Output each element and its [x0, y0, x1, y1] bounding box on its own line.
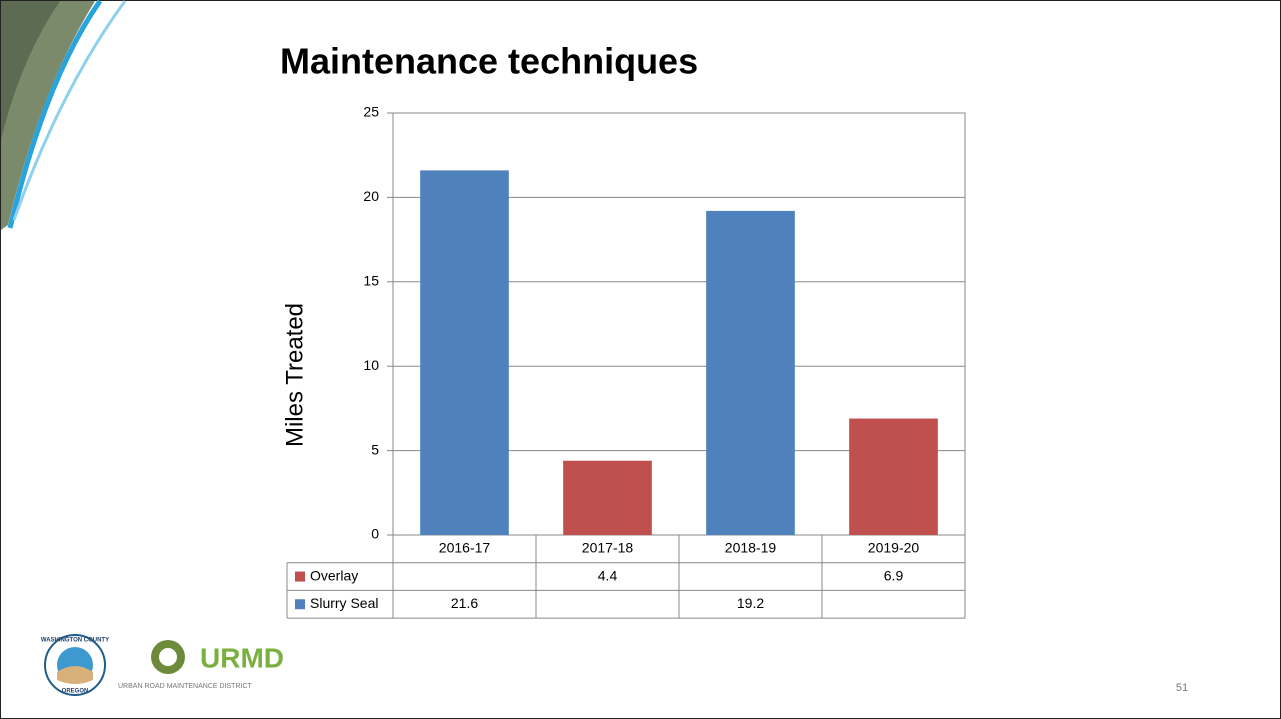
y-tick-label: 0 — [371, 526, 379, 542]
urmd-emblem-center — [159, 648, 177, 666]
x-tick-label: 2016-17 — [439, 540, 491, 556]
page: Maintenance techniques Miles Treated WAS… — [0, 0, 1281, 719]
logo-subtitle: URBAN ROAD MAINTENANCE DISTRICT — [118, 683, 253, 690]
x-tick-label: 2017-18 — [582, 540, 634, 556]
table-value: 21.6 — [451, 595, 478, 611]
page-number: 51 — [1176, 682, 1188, 694]
bar — [849, 419, 938, 535]
bar — [563, 461, 652, 535]
table-value: 19.2 — [737, 595, 764, 611]
logo-title: URMD — [200, 642, 284, 673]
y-tick-label: 15 — [363, 273, 379, 289]
y-tick-label: 10 — [363, 357, 379, 373]
y-tick-label: 5 — [371, 441, 379, 457]
y-tick-label: 20 — [363, 188, 379, 204]
x-tick-label: 2019-20 — [868, 540, 920, 556]
y-axis-label: Miles Treated — [281, 303, 308, 447]
table-value: 4.4 — [598, 567, 618, 583]
legend-swatch — [295, 599, 305, 609]
table-value: 6.9 — [884, 567, 904, 583]
slide: Maintenance techniques Miles Treated WAS… — [0, 0, 1281, 719]
legend-label: Overlay — [310, 567, 358, 583]
bar — [420, 170, 509, 535]
legend-swatch — [295, 572, 305, 582]
county-logo-text: WASHINGTON COUNTY — [41, 638, 109, 644]
bar — [706, 211, 795, 535]
county-logo-text: OREGON — [62, 689, 89, 695]
x-tick-label: 2018-19 — [725, 540, 777, 556]
county-logo: WASHINGTON COUNTY OREGON URMD URBAN ROAD… — [41, 635, 284, 695]
chart-title: Maintenance techniques — [280, 41, 698, 82]
legend-label: Slurry Seal — [310, 595, 378, 611]
y-tick-label: 25 — [363, 104, 379, 120]
